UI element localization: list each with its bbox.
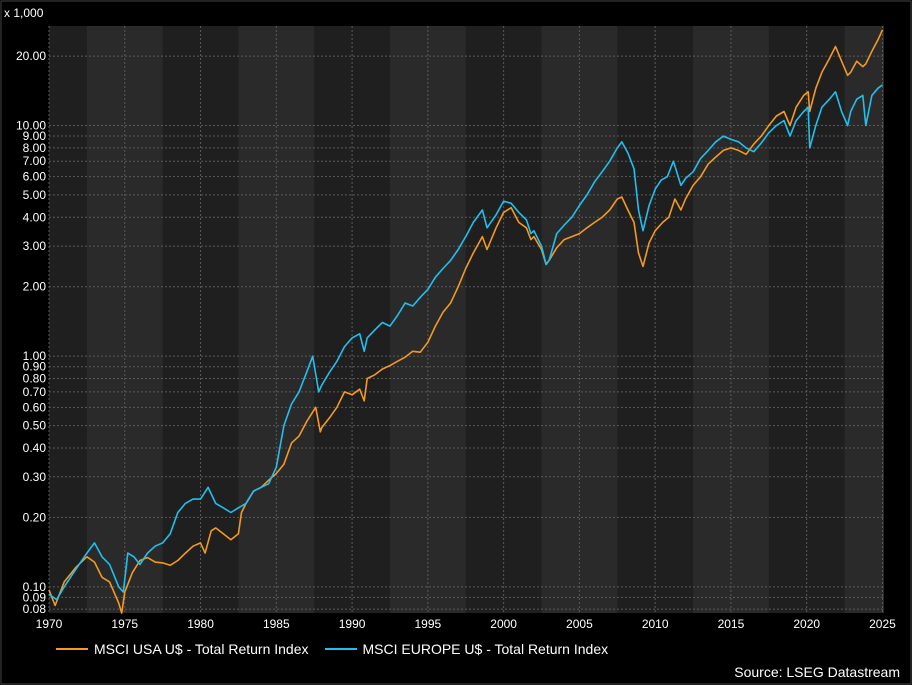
y-tick-label: 0.50 bbox=[23, 419, 47, 433]
y-tick-label: 0.20 bbox=[23, 510, 47, 524]
y-tick-label: 20.00 bbox=[16, 49, 46, 63]
y-tick-label: 4.00 bbox=[23, 210, 47, 224]
legend-label-europe: MSCI EUROPE U$ - Total Return Index bbox=[362, 641, 609, 657]
y-tick-label: 0.30 bbox=[23, 470, 47, 484]
x-tick-label: 1990 bbox=[339, 617, 366, 631]
y-tick-label: 0.60 bbox=[23, 400, 47, 414]
series-lines bbox=[48, 29, 884, 614]
x-tick-label: 1980 bbox=[187, 617, 214, 631]
x-tick-label: 1975 bbox=[111, 617, 138, 631]
x-tick-label: 1985 bbox=[263, 617, 290, 631]
y-tick-label: 9.00 bbox=[23, 129, 47, 143]
y-axis: 0.080.090.10 0.20 0.30 0.40 0.50 0.600.700.80… bbox=[16, 49, 46, 616]
y-tick-label: 0.10 bbox=[23, 580, 47, 594]
y-tick-label: 0.90 bbox=[23, 360, 47, 374]
y-tick-label: 6.00 bbox=[23, 170, 47, 184]
y-tick-label: 7.00 bbox=[23, 154, 47, 168]
y-tick-label: 0.09 bbox=[23, 590, 47, 604]
source-note: Source: LSEG Datastream bbox=[734, 664, 900, 680]
legend-label-usa: MSCI USA U$ - Total Return Index bbox=[94, 641, 309, 657]
x-tick-label: 1970 bbox=[36, 617, 63, 631]
y-tick-label: 3.00 bbox=[23, 239, 47, 253]
y-tick-label: 0.70 bbox=[23, 385, 47, 399]
legend: MSCI USA U$ - Total Return Index MSCI EU… bbox=[56, 641, 624, 657]
series-line-msci-europe bbox=[48, 84, 883, 601]
y-tick-label: 0.40 bbox=[23, 441, 47, 455]
y-tick-label: 0.80 bbox=[23, 372, 47, 386]
x-tick-label: 2015 bbox=[718, 617, 745, 631]
x-axis: 1970 1975 1980 1985 1990 1995 2000 2005 2010 2015… bbox=[36, 617, 897, 631]
series-line-msci-usa bbox=[48, 29, 884, 614]
x-tick-label: 2010 bbox=[642, 617, 669, 631]
x-tick-label: 2005 bbox=[566, 617, 593, 631]
legend-item-usa: MSCI USA U$ - Total Return Index bbox=[56, 641, 309, 657]
y-unit-label: x 1,000 bbox=[4, 6, 44, 20]
y-tick-label: 2.00 bbox=[23, 280, 47, 294]
legend-swatch-europe bbox=[324, 648, 357, 650]
y-tick-label: 10.00 bbox=[16, 118, 46, 132]
x-tick-label: 2025 bbox=[869, 617, 896, 631]
legend-item-europe: MSCI EUROPE U$ - Total Return Index bbox=[324, 641, 609, 657]
x-tick-label: 2020 bbox=[793, 617, 820, 631]
gridlines bbox=[48, 26, 884, 613]
x-tick-label: 2000 bbox=[490, 617, 517, 631]
y-tick-label: 5.00 bbox=[23, 188, 47, 202]
y-tick-label: 0.08 bbox=[23, 602, 47, 616]
legend-swatch-usa bbox=[56, 648, 88, 650]
x-tick-label: 1995 bbox=[415, 617, 442, 631]
shaded-band-5 bbox=[844, 26, 884, 613]
y-tick-label: 8.00 bbox=[23, 141, 47, 155]
y-tick-label: 1.00 bbox=[23, 349, 47, 363]
